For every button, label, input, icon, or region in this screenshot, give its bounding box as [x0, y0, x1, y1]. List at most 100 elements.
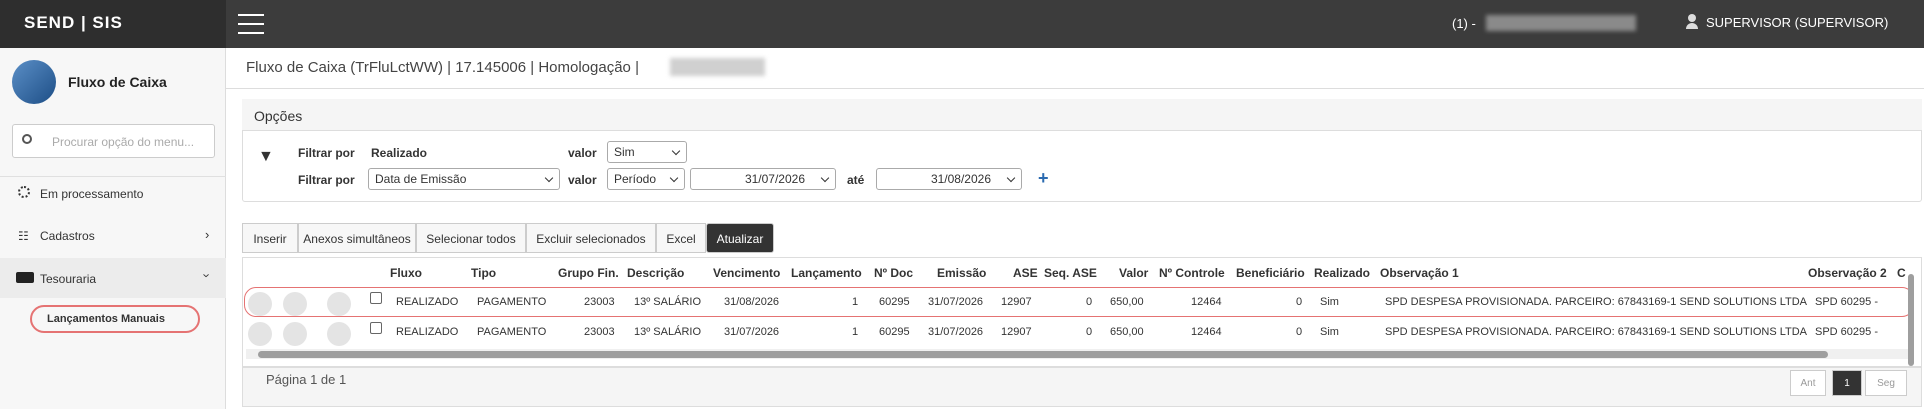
- cell: SPD 60295 -: [1815, 296, 1878, 308]
- user-icon: [1686, 14, 1698, 30]
- user-menu[interactable]: SUPERVISOR (SUPERVISOR): [1706, 15, 1889, 30]
- grid: [242, 257, 1922, 367]
- cell: REALIZADO: [396, 296, 459, 308]
- cell: 60295: [879, 296, 910, 308]
- column-header: ASE: [1013, 266, 1038, 280]
- cell: SPD 60295 -: [1815, 326, 1878, 338]
- v-scrollbar[interactable]: [1908, 274, 1914, 366]
- menu-item[interactable]: Em processamento: [40, 187, 144, 201]
- menu-search[interactable]: [12, 124, 215, 158]
- row-action[interactable]: [327, 292, 351, 316]
- column-header: Realizado: [1314, 266, 1371, 280]
- column-header: Valor: [1119, 266, 1149, 280]
- cell: 13º SALÁRIO: [634, 326, 701, 338]
- field-select[interactable]: Data de Emissão: [368, 168, 560, 190]
- to-label: até: [847, 173, 865, 187]
- menu-toggle[interactable]: [238, 14, 264, 34]
- cell: 0: [1296, 296, 1303, 308]
- toolbar-button[interactable]: Atualizar: [706, 223, 774, 253]
- cell: 23003: [584, 296, 615, 308]
- column-header: Beneficiário: [1236, 266, 1305, 280]
- blurred-info: [1486, 15, 1636, 31]
- row-action[interactable]: [248, 292, 272, 316]
- column-header: Lançamento: [791, 266, 862, 280]
- chevron: ›: [205, 227, 210, 242]
- cell: 0: [1086, 326, 1093, 338]
- cell: 31/07/2026: [928, 296, 984, 308]
- row-action[interactable]: [327, 322, 351, 346]
- page-button[interactable]: Ant: [1790, 370, 1826, 396]
- cell: 31/07/2026: [928, 326, 984, 338]
- menu-icon: [16, 272, 34, 283]
- menu-item-active-bg: [0, 258, 226, 298]
- cell: 13º SALÁRIO: [634, 296, 701, 308]
- column-header: Tipo: [471, 266, 497, 280]
- brand-area: [0, 0, 226, 48]
- cell: 60295: [879, 326, 910, 338]
- value-select[interactable]: Sim: [607, 141, 687, 163]
- filter-field: Realizado: [371, 146, 428, 160]
- search-placeholder: Procurar opção do menu...: [52, 135, 195, 149]
- menu-item[interactable]: Tesouraria: [40, 272, 97, 286]
- cell: 1: [852, 326, 859, 338]
- cell: 12464: [1191, 326, 1222, 338]
- menu-icon: [18, 186, 30, 198]
- cell: PAGAMENTO: [477, 326, 547, 338]
- column-header: Grupo Fin.: [558, 266, 619, 280]
- column-header: Vencimento: [713, 266, 781, 280]
- breadcrumb: Fluxo de Caixa (TrFluLctWW) | 17.145006 …: [246, 59, 639, 76]
- toolbar-button[interactable]: Excel: [656, 223, 706, 253]
- scrollbar-thumb[interactable]: [258, 351, 1828, 358]
- menu-icon: ☷: [18, 229, 29, 243]
- page-info: Página 1 de 1: [266, 372, 347, 387]
- environment: (1) -: [1452, 16, 1476, 31]
- cell: SPD DESPESA PROVISIONADA. PARCEIRO: 6784…: [1385, 296, 1808, 308]
- value-label: valor: [568, 173, 597, 187]
- row-checkbox[interactable]: [370, 292, 382, 304]
- cell: Sim: [1320, 296, 1339, 308]
- row-action[interactable]: [283, 292, 307, 316]
- module-logo: [12, 60, 56, 104]
- row-action[interactable]: [248, 322, 272, 346]
- value-select[interactable]: Período: [607, 168, 685, 190]
- divider: [0, 176, 226, 177]
- cell: 31/07/2026: [724, 326, 780, 338]
- sidebar: [0, 48, 226, 409]
- filter-label: Filtrar por: [298, 146, 355, 160]
- column-header: Observação 2: [1808, 266, 1887, 280]
- toolbar-button[interactable]: Inserir: [242, 223, 298, 253]
- menu-item[interactable]: Cadastros: [40, 229, 95, 243]
- cell: Sim: [1320, 326, 1339, 338]
- chevron: ›: [199, 273, 215, 278]
- toolbar-button[interactable]: Anexos simultâneos: [298, 223, 416, 253]
- row-checkbox[interactable]: [370, 322, 382, 334]
- column-header: Descrição: [627, 266, 685, 280]
- toolbar-button[interactable]: Selecionar todos: [416, 223, 526, 253]
- blurred-info: [670, 58, 765, 76]
- date-from[interactable]: 31/07/2026: [690, 168, 836, 190]
- cell: REALIZADO: [396, 326, 459, 338]
- column-header: Emissão: [937, 266, 987, 280]
- toolbar-button[interactable]: Excluir selecionados: [526, 223, 656, 253]
- column-header: Seq. ASE: [1044, 266, 1097, 280]
- column-header: Fluxo: [390, 266, 422, 280]
- cell: 12907: [1001, 326, 1032, 338]
- grid-footer: [242, 367, 1922, 407]
- add-filter[interactable]: +: [1038, 168, 1049, 188]
- highlight: [30, 305, 200, 333]
- submenu-item[interactable]: Lançamentos Manuais: [47, 313, 165, 325]
- cell: 650,00: [1110, 296, 1144, 308]
- date-to[interactable]: 31/08/2026: [876, 168, 1022, 190]
- options-title: Opções: [254, 108, 303, 124]
- value-label: valor: [568, 146, 597, 160]
- page-button[interactable]: 1: [1832, 370, 1862, 396]
- column-header: Nº Controle: [1159, 266, 1225, 280]
- page-button[interactable]: Seg: [1865, 370, 1907, 396]
- filter-icon[interactable]: ▼: [258, 148, 274, 165]
- cell: 12907: [1001, 296, 1032, 308]
- cell: 12464: [1191, 296, 1222, 308]
- search-icon: [22, 134, 32, 144]
- row-action[interactable]: [283, 322, 307, 346]
- column-header: Nº Doc: [874, 266, 914, 280]
